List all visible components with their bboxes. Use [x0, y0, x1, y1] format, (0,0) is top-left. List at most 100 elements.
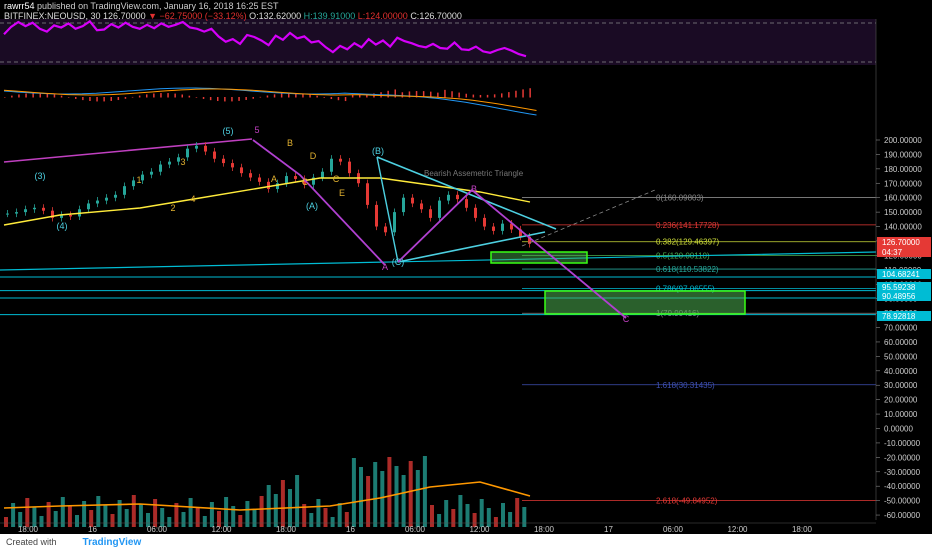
macd-histogram-bar — [103, 97, 105, 102]
price-marker-label: 78.92818 — [882, 312, 916, 321]
macd-histogram-bar — [224, 97, 226, 102]
volume-bar — [344, 512, 349, 527]
publish-info: published on TradingView.com, January 16… — [37, 1, 279, 11]
time-tick-label: 16 — [88, 525, 97, 534]
price-tick-label: 40.00000 — [884, 367, 918, 376]
trendline-support — [0, 251, 877, 271]
macd-histogram-bar — [302, 93, 304, 98]
projection-dashed — [521, 189, 656, 247]
macd-histogram-bar — [451, 91, 453, 98]
volume-bar — [67, 506, 72, 527]
candle-body — [222, 158, 225, 164]
candle-body — [366, 183, 369, 205]
macd-histogram-bar — [344, 97, 347, 102]
macd-histogram-bar — [323, 97, 325, 98]
macd-histogram-bar — [458, 92, 460, 98]
volume-bar — [82, 501, 87, 527]
volume-bar — [337, 503, 342, 527]
volume-bar — [387, 457, 392, 527]
wave-label: C — [302, 177, 309, 187]
candle-body — [285, 176, 288, 184]
author-name[interactable]: rawrr54 — [4, 1, 35, 11]
macd-histogram-bar — [167, 93, 169, 98]
volume-bar — [273, 494, 278, 527]
candle-body — [456, 194, 459, 200]
symbol-label[interactable]: BITFINEX:NEOUSD, 30 — [4, 11, 101, 21]
price-tick-label: -20.00000 — [884, 453, 921, 462]
volume-bar — [302, 504, 307, 527]
wave-label: 2 — [170, 203, 175, 213]
wave-label: (B) — [372, 146, 384, 156]
macd-histogram-bar — [75, 97, 77, 99]
candle-body — [294, 176, 297, 179]
candle-body — [42, 207, 45, 211]
time-tick-label: 12:00 — [469, 525, 490, 534]
candle-body — [114, 194, 117, 198]
volume-bar — [238, 515, 243, 527]
volume-bar — [373, 462, 378, 527]
wave-label: 4 — [190, 194, 195, 204]
volume-bar — [351, 458, 356, 527]
price-tick-label: 200.00000 — [884, 136, 922, 145]
fib-level-label: 0.382(129.46397) — [656, 238, 720, 247]
macd-histogram-bar — [238, 97, 240, 101]
macd-histogram-bar — [89, 97, 91, 101]
time-tick-label: 16 — [346, 525, 355, 534]
candle-body — [60, 215, 63, 218]
candle-body — [375, 204, 378, 227]
macd-histogram-bar — [408, 91, 411, 98]
macd-histogram-bar — [117, 97, 120, 101]
low-value: L:124.00000 — [357, 11, 408, 21]
wave-label: 5 — [254, 125, 259, 135]
candle-body — [483, 217, 486, 227]
candle-body — [267, 181, 270, 190]
time-tick-label: 18:00 — [18, 525, 39, 534]
volume-bar — [4, 517, 8, 527]
tradingview-logo[interactable]: TradingView — [82, 536, 142, 548]
triangle-lower-edge — [397, 231, 546, 263]
price-marker-bg — [877, 282, 931, 292]
wave-label: E — [339, 188, 345, 198]
price-marker-bg — [877, 311, 931, 321]
volume-bar — [124, 509, 129, 527]
candle-body — [141, 174, 144, 181]
volume-bar — [146, 513, 150, 527]
price-marker-label: 104.68241 — [882, 270, 920, 279]
macd-histogram-bar — [430, 91, 432, 98]
wave-label: B — [287, 138, 293, 148]
candle-body — [402, 197, 405, 213]
volume-bar — [493, 517, 498, 527]
wave-label: (4) — [57, 221, 68, 231]
publish-line: rawrr54 published on TradingView.com, Ja… — [4, 1, 279, 11]
candle-body — [393, 212, 396, 233]
macd-histogram-bar — [46, 93, 49, 98]
price-marker-bg — [877, 291, 931, 301]
candle-body — [339, 158, 342, 162]
wave-label: (C) — [392, 257, 405, 267]
wave-label: (5) — [223, 126, 234, 136]
volume-bar — [394, 466, 399, 527]
wave-label: C — [623, 314, 630, 324]
price-tick-label: -30.00000 — [884, 468, 921, 477]
macd-histogram-bar — [330, 97, 333, 100]
time-tick-label: 06:00 — [147, 525, 168, 534]
macd-histogram-bar — [422, 91, 425, 98]
macd-histogram-bar — [401, 92, 404, 98]
volume-bar — [465, 504, 470, 527]
candle-body — [213, 151, 216, 159]
volume-bar — [75, 515, 79, 527]
macd-histogram-bar — [309, 94, 311, 98]
macd-histogram-bar — [153, 93, 155, 98]
candle-body — [33, 207, 36, 210]
macd-histogram-bar — [96, 97, 98, 102]
fib-level-label: 0.618(110.53822) — [656, 265, 719, 274]
volume-bar — [437, 514, 442, 527]
volume-bar — [316, 499, 321, 527]
candle-body — [204, 145, 207, 152]
candle-body — [528, 236, 531, 244]
macd-histogram-bar — [486, 94, 489, 98]
price-tick-label: 30.00000 — [884, 381, 918, 390]
volume-bar — [359, 467, 363, 527]
macd-histogram-bar — [394, 89, 396, 98]
